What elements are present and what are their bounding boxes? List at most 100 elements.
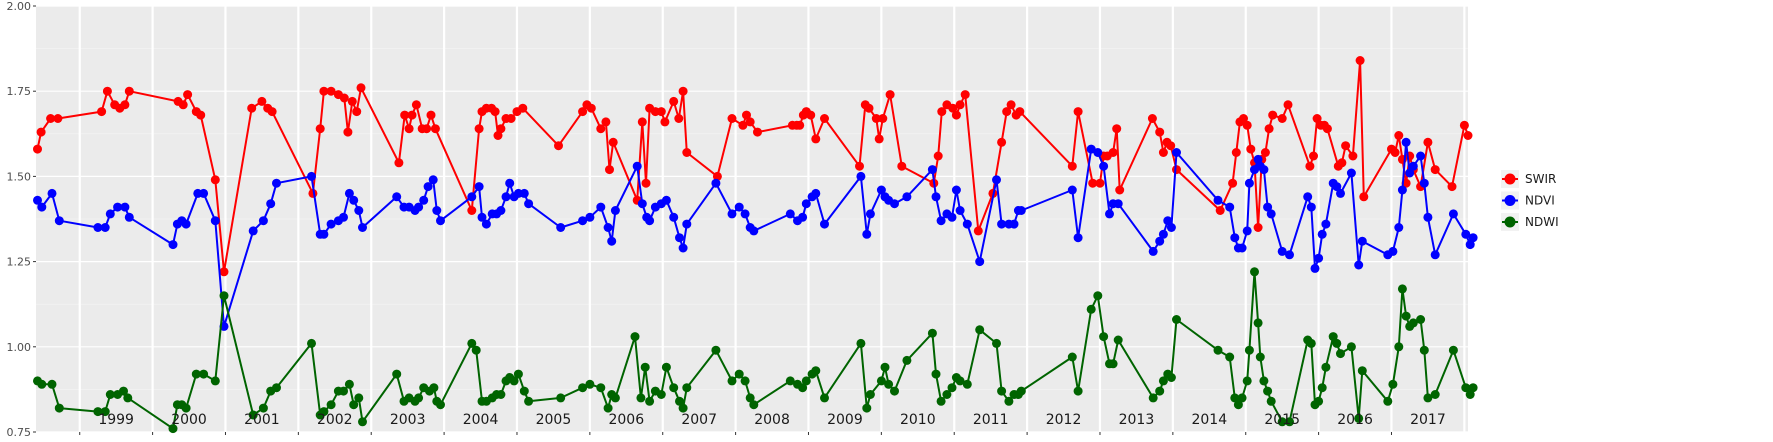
data-point-ndwi xyxy=(1233,400,1243,410)
data-point-ndwi xyxy=(199,369,209,379)
data-point-ndvi xyxy=(862,229,872,239)
data-point-swir xyxy=(641,178,651,188)
data-point-ndwi xyxy=(1250,267,1259,277)
data-point-swir xyxy=(1322,124,1332,134)
legend-key-point xyxy=(1504,173,1516,185)
data-point-ndwi xyxy=(1255,352,1265,362)
data-point-swir xyxy=(712,171,722,181)
data-point-ndwi xyxy=(596,383,606,393)
data-point-swir xyxy=(36,127,46,137)
x-tick-label: 2007 xyxy=(681,412,717,428)
data-point-swir xyxy=(1147,114,1157,123)
data-point-ndwi xyxy=(820,393,829,403)
x-tick-label: 2012 xyxy=(1046,412,1082,428)
data-point-ndvi xyxy=(749,226,759,236)
data-point-ndvi xyxy=(1105,209,1114,219)
data-point-swir xyxy=(247,103,257,113)
data-point-ndvi xyxy=(1405,168,1415,178)
data-point-ndvi xyxy=(1346,168,1356,178)
data-point-swir xyxy=(674,114,684,123)
data-point-ndwi xyxy=(1263,386,1273,396)
data-point-ndwi xyxy=(1397,284,1407,294)
data-point-ndwi xyxy=(902,355,912,365)
data-point-ndwi xyxy=(37,379,47,389)
legend-key-point xyxy=(1504,195,1516,206)
data-point-ndvi xyxy=(307,171,316,181)
data-point-ndwi xyxy=(467,338,477,348)
data-point-ndvi xyxy=(1321,219,1331,229)
data-point-swir xyxy=(120,100,130,110)
data-point-ndvi xyxy=(423,182,433,192)
legend-label: NDWI xyxy=(1525,215,1559,229)
data-point-swir xyxy=(1002,107,1012,117)
data-point-ndwi xyxy=(890,386,899,396)
data-point-ndwi xyxy=(429,383,439,393)
data-point-ndwi xyxy=(1465,390,1475,399)
data-point-ndwi xyxy=(1086,304,1096,314)
data-point-swir xyxy=(467,206,477,215)
data-point-ndwi xyxy=(1073,386,1083,396)
data-point-ndwi xyxy=(524,396,534,406)
data-point-ndwi xyxy=(936,396,946,406)
data-point-ndvi xyxy=(798,212,808,222)
data-point-ndvi xyxy=(1310,263,1320,273)
x-tick-label: 2014 xyxy=(1191,412,1227,428)
data-point-swir xyxy=(806,110,816,120)
series-ndwi xyxy=(33,267,1478,434)
data-point-ndvi xyxy=(811,188,821,198)
data-point-ndvi xyxy=(168,240,178,250)
data-point-ndvi xyxy=(951,185,961,195)
data-point-ndwi xyxy=(414,393,424,403)
data-point-ndwi xyxy=(992,338,1001,348)
data-point-swir xyxy=(795,120,805,130)
legend-item-ndvi: NDVI xyxy=(1501,191,1555,210)
data-point-swir xyxy=(343,127,353,137)
data-point-swir xyxy=(474,124,484,134)
data-point-ndvi xyxy=(1388,246,1398,256)
data-point-ndvi xyxy=(927,165,937,175)
data-point-ndwi xyxy=(1306,338,1316,348)
data-point-ndvi xyxy=(890,199,899,209)
data-point-ndvi xyxy=(105,209,115,219)
data-point-ndvi xyxy=(610,206,620,215)
data-point-swir xyxy=(753,127,762,137)
data-point-swir xyxy=(178,100,188,110)
data-point-ndwi xyxy=(123,393,133,403)
data-point-ndvi xyxy=(801,199,811,209)
data-point-swir xyxy=(183,90,193,100)
data-point-ndvi xyxy=(505,178,515,188)
data-point-ndvi xyxy=(711,178,721,188)
data-point-ndwi xyxy=(727,376,737,386)
data-point-swir xyxy=(727,114,737,123)
data-point-ndvi xyxy=(1158,229,1168,239)
x-tick-label: 2001 xyxy=(244,412,280,428)
data-point-swir xyxy=(1006,100,1016,110)
data-point-ndwi xyxy=(955,376,965,386)
y-tick-label: 0.75 xyxy=(7,426,32,439)
data-point-swir xyxy=(855,161,864,171)
data-point-ndvi xyxy=(1253,154,1263,164)
data-point-ndwi xyxy=(876,376,886,386)
data-point-ndwi xyxy=(1357,366,1367,376)
data-point-ndwi xyxy=(801,376,811,386)
data-point-swir xyxy=(1359,192,1369,202)
data-point-ndvi xyxy=(975,257,985,267)
x-tick-label: 2016 xyxy=(1337,412,1373,428)
data-point-swir xyxy=(394,158,404,168)
data-point-ndwi xyxy=(556,393,566,403)
data-point-swir xyxy=(745,117,755,127)
data-point-ndwi xyxy=(326,400,336,410)
data-point-ndwi xyxy=(811,366,821,376)
data-point-swir xyxy=(347,96,357,106)
data-point-swir xyxy=(506,114,516,123)
data-point-ndwi xyxy=(1468,383,1478,393)
data-point-ndwi xyxy=(678,403,688,413)
data-point-swir xyxy=(973,226,983,236)
data-point-ndvi xyxy=(1336,188,1345,198)
data-point-ndvi xyxy=(556,223,566,232)
data-point-ndwi xyxy=(585,379,595,389)
data-point-ndwi xyxy=(509,376,519,386)
data-point-swir xyxy=(871,114,881,123)
data-point-ndvi xyxy=(856,171,866,181)
